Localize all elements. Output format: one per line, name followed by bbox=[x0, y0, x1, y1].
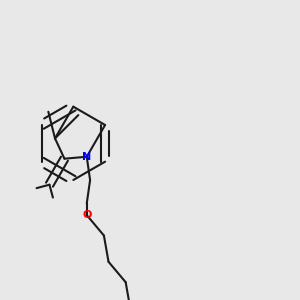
Text: O: O bbox=[82, 210, 92, 220]
Text: N: N bbox=[82, 152, 92, 162]
